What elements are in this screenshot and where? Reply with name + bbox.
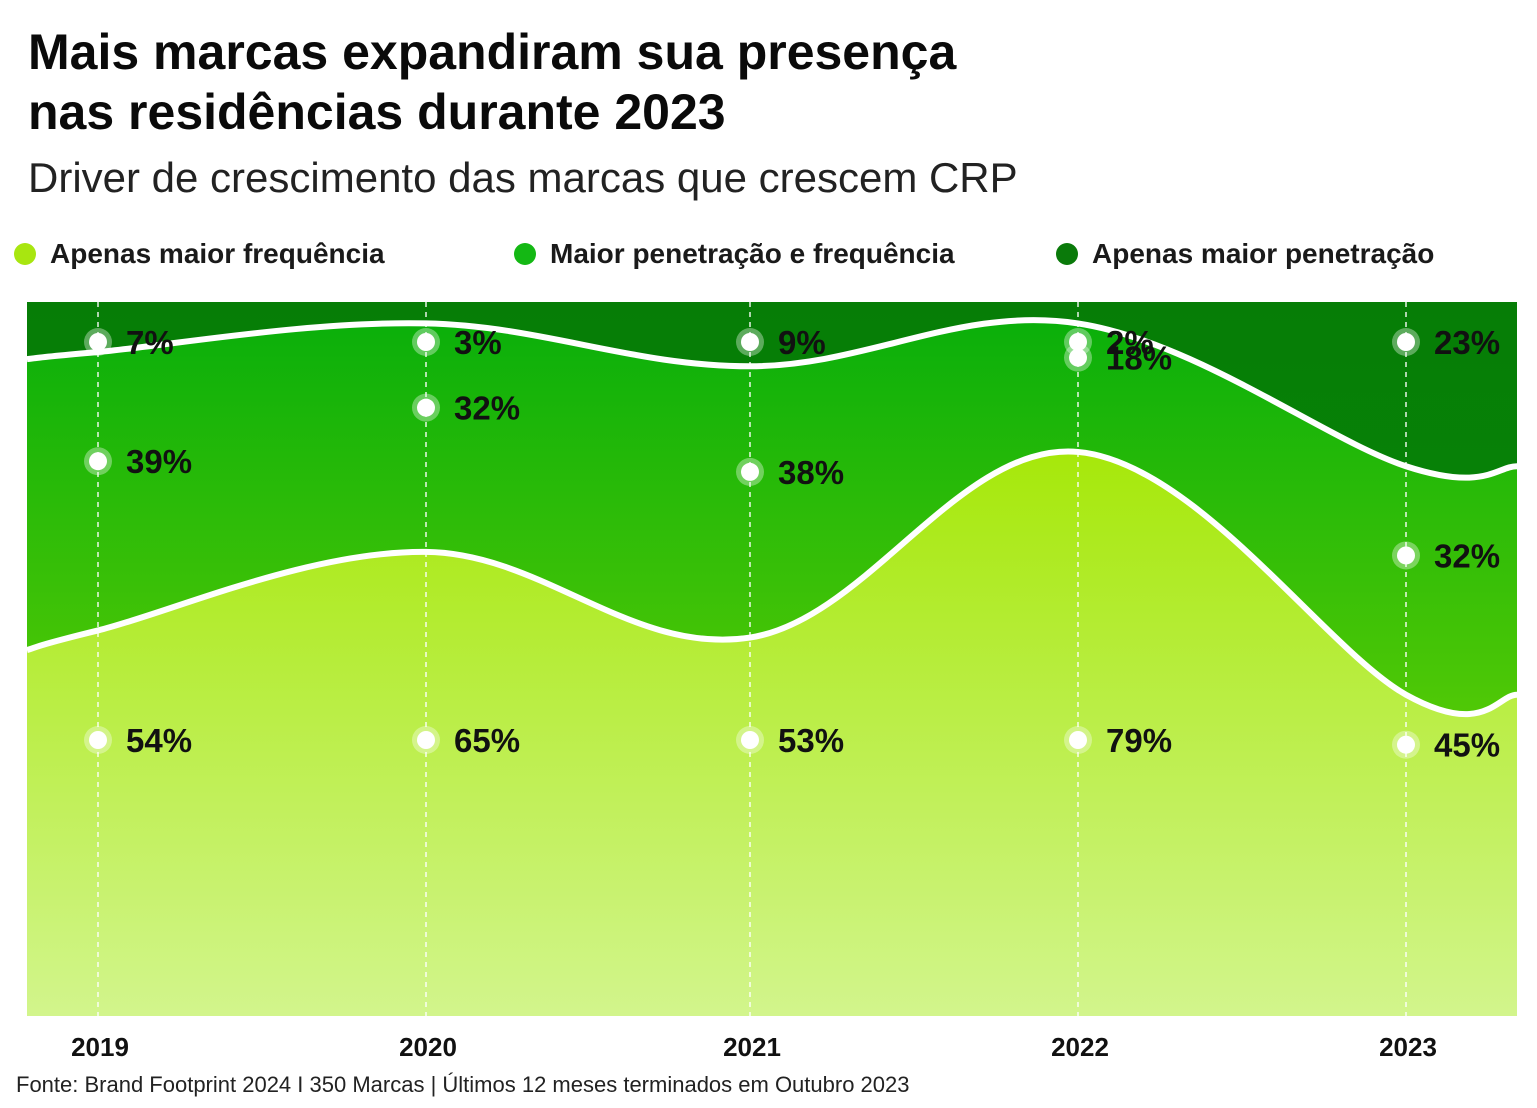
marker-penetracao-frequencia-2019: [89, 452, 107, 471]
marker-penetracao-2020: [417, 333, 435, 351]
label-penetracao-frequencia-2021: 38%: [778, 454, 844, 491]
marker-frequencia-2019: [89, 731, 107, 749]
marker-penetracao-2023: [1397, 333, 1415, 351]
marker-penetracao-frequencia-2022: [1069, 348, 1087, 367]
legend-item-penetracao: Apenas maior penetração: [1056, 238, 1434, 270]
area-apenas-maior-frequencia: [27, 451, 1517, 1016]
label-frequencia-2023: 45%: [1434, 727, 1500, 764]
marker-frequencia-2020: [417, 731, 435, 749]
x-tick-2021: 2021: [723, 1032, 781, 1062]
source-footnote: Fonte: Brand Footprint 2024 I 350 Marcas…: [16, 1072, 910, 1097]
label-frequencia-2020: 65%: [454, 722, 520, 759]
chart-subtitle: Driver de crescimento das marcas que cre…: [28, 154, 1018, 201]
chart-title-line2: nas residências durante 2023: [28, 84, 726, 140]
label-penetracao-2019: 7%: [126, 324, 174, 361]
x-tick-2023: 2023: [1379, 1032, 1437, 1062]
marker-frequencia-2022: [1069, 731, 1087, 749]
marker-frequencia-2021: [741, 731, 759, 749]
chart-title-line1: Mais marcas expandiram sua presença: [28, 24, 957, 80]
label-penetracao-2022: 2%: [1106, 324, 1154, 361]
legend-item-penetracao-frequencia: Maior penetração e frequência: [514, 238, 955, 270]
legend-item-frequencia: Apenas maior frequência: [14, 238, 385, 270]
legend-dot-penetracao: [1056, 243, 1078, 265]
x-tick-2019: 2019: [71, 1032, 129, 1062]
label-penetracao-frequencia-2019: 39%: [126, 443, 192, 480]
label-frequencia-2019: 54%: [126, 722, 192, 759]
x-tick-2020: 2020: [399, 1032, 457, 1062]
label-penetracao-frequencia-2022: 18%: [1106, 340, 1172, 377]
label-penetracao-2020: 3%: [454, 324, 502, 361]
chart-legend: Apenas maior frequência Maior penetração…: [0, 238, 1537, 278]
marker-penetracao-frequencia-2021: [741, 462, 759, 481]
marker-frequencia-2023: [1397, 735, 1415, 754]
label-penetracao-frequencia-2023: 32%: [1434, 537, 1500, 574]
marker-penetracao-frequencia-2020: [417, 398, 435, 417]
marker-penetracao-2022: [1069, 333, 1087, 351]
legend-label-penetracao-frequencia: Maior penetração e frequência: [550, 238, 955, 269]
legend-label-frequencia: Apenas maior frequência: [50, 238, 385, 269]
label-penetracao-2023: 23%: [1434, 324, 1500, 361]
chart-title: Mais marcas expandiram sua presença nas …: [28, 22, 1228, 142]
marker-penetracao-2021: [741, 333, 759, 351]
marker-penetracao-2019: [89, 333, 107, 351]
x-tick-2022: 2022: [1051, 1032, 1109, 1062]
label-penetracao-2021: 9%: [778, 324, 826, 361]
boundary-line-upper: [26, 317, 1518, 481]
label-frequencia-2022: 79%: [1106, 722, 1172, 759]
legend-dot-penetracao-frequencia: [514, 243, 536, 265]
label-penetracao-frequencia-2020: 32%: [454, 390, 520, 427]
label-frequencia-2021: 53%: [778, 722, 844, 759]
marker-penetracao-frequencia-2023: [1397, 546, 1415, 565]
legend-label-penetracao: Apenas maior penetração: [1092, 238, 1435, 269]
boundary-line-lower: [26, 448, 1518, 718]
legend-dot-frequencia: [14, 243, 36, 265]
